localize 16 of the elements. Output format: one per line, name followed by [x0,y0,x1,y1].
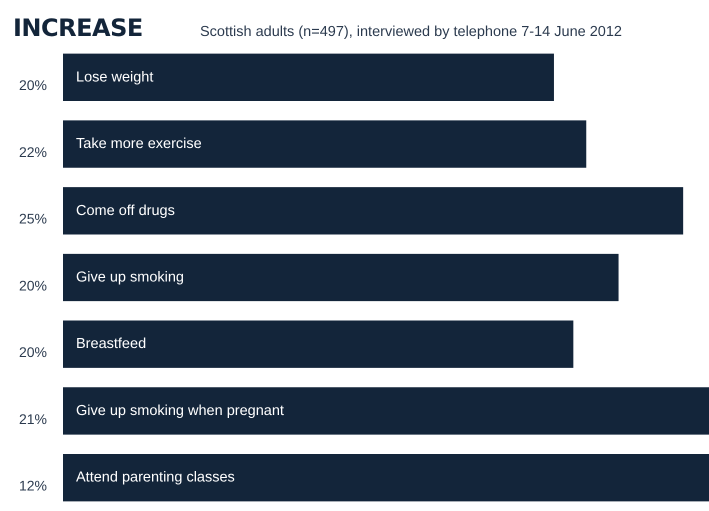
text: 22% [18,144,48,160]
y-tick-label: Take more exercise [76,136,202,152]
text: 20% [18,344,48,360]
y-tick-label: Lose weight [76,69,154,86]
text: 12% [18,478,48,494]
text: 21% [18,410,48,427]
text: 20% [18,77,48,94]
y-tick-label: Come off drugs [76,202,175,219]
text: 25% [18,210,48,227]
y-tick-label: Breastfeed [76,336,146,352]
y-tick-label: Give up smoking when pregnant [76,402,284,419]
y-tick-label: Give up smoking [76,270,184,286]
y-tick-label: Attend parenting classes [76,470,235,486]
chart-subtitle: Scottish adults (n=497), interviewed by telephone 7-14 June 2012 [200,24,622,40]
chart-title: INCREASE [13,14,143,42]
text: 20% [18,277,48,294]
